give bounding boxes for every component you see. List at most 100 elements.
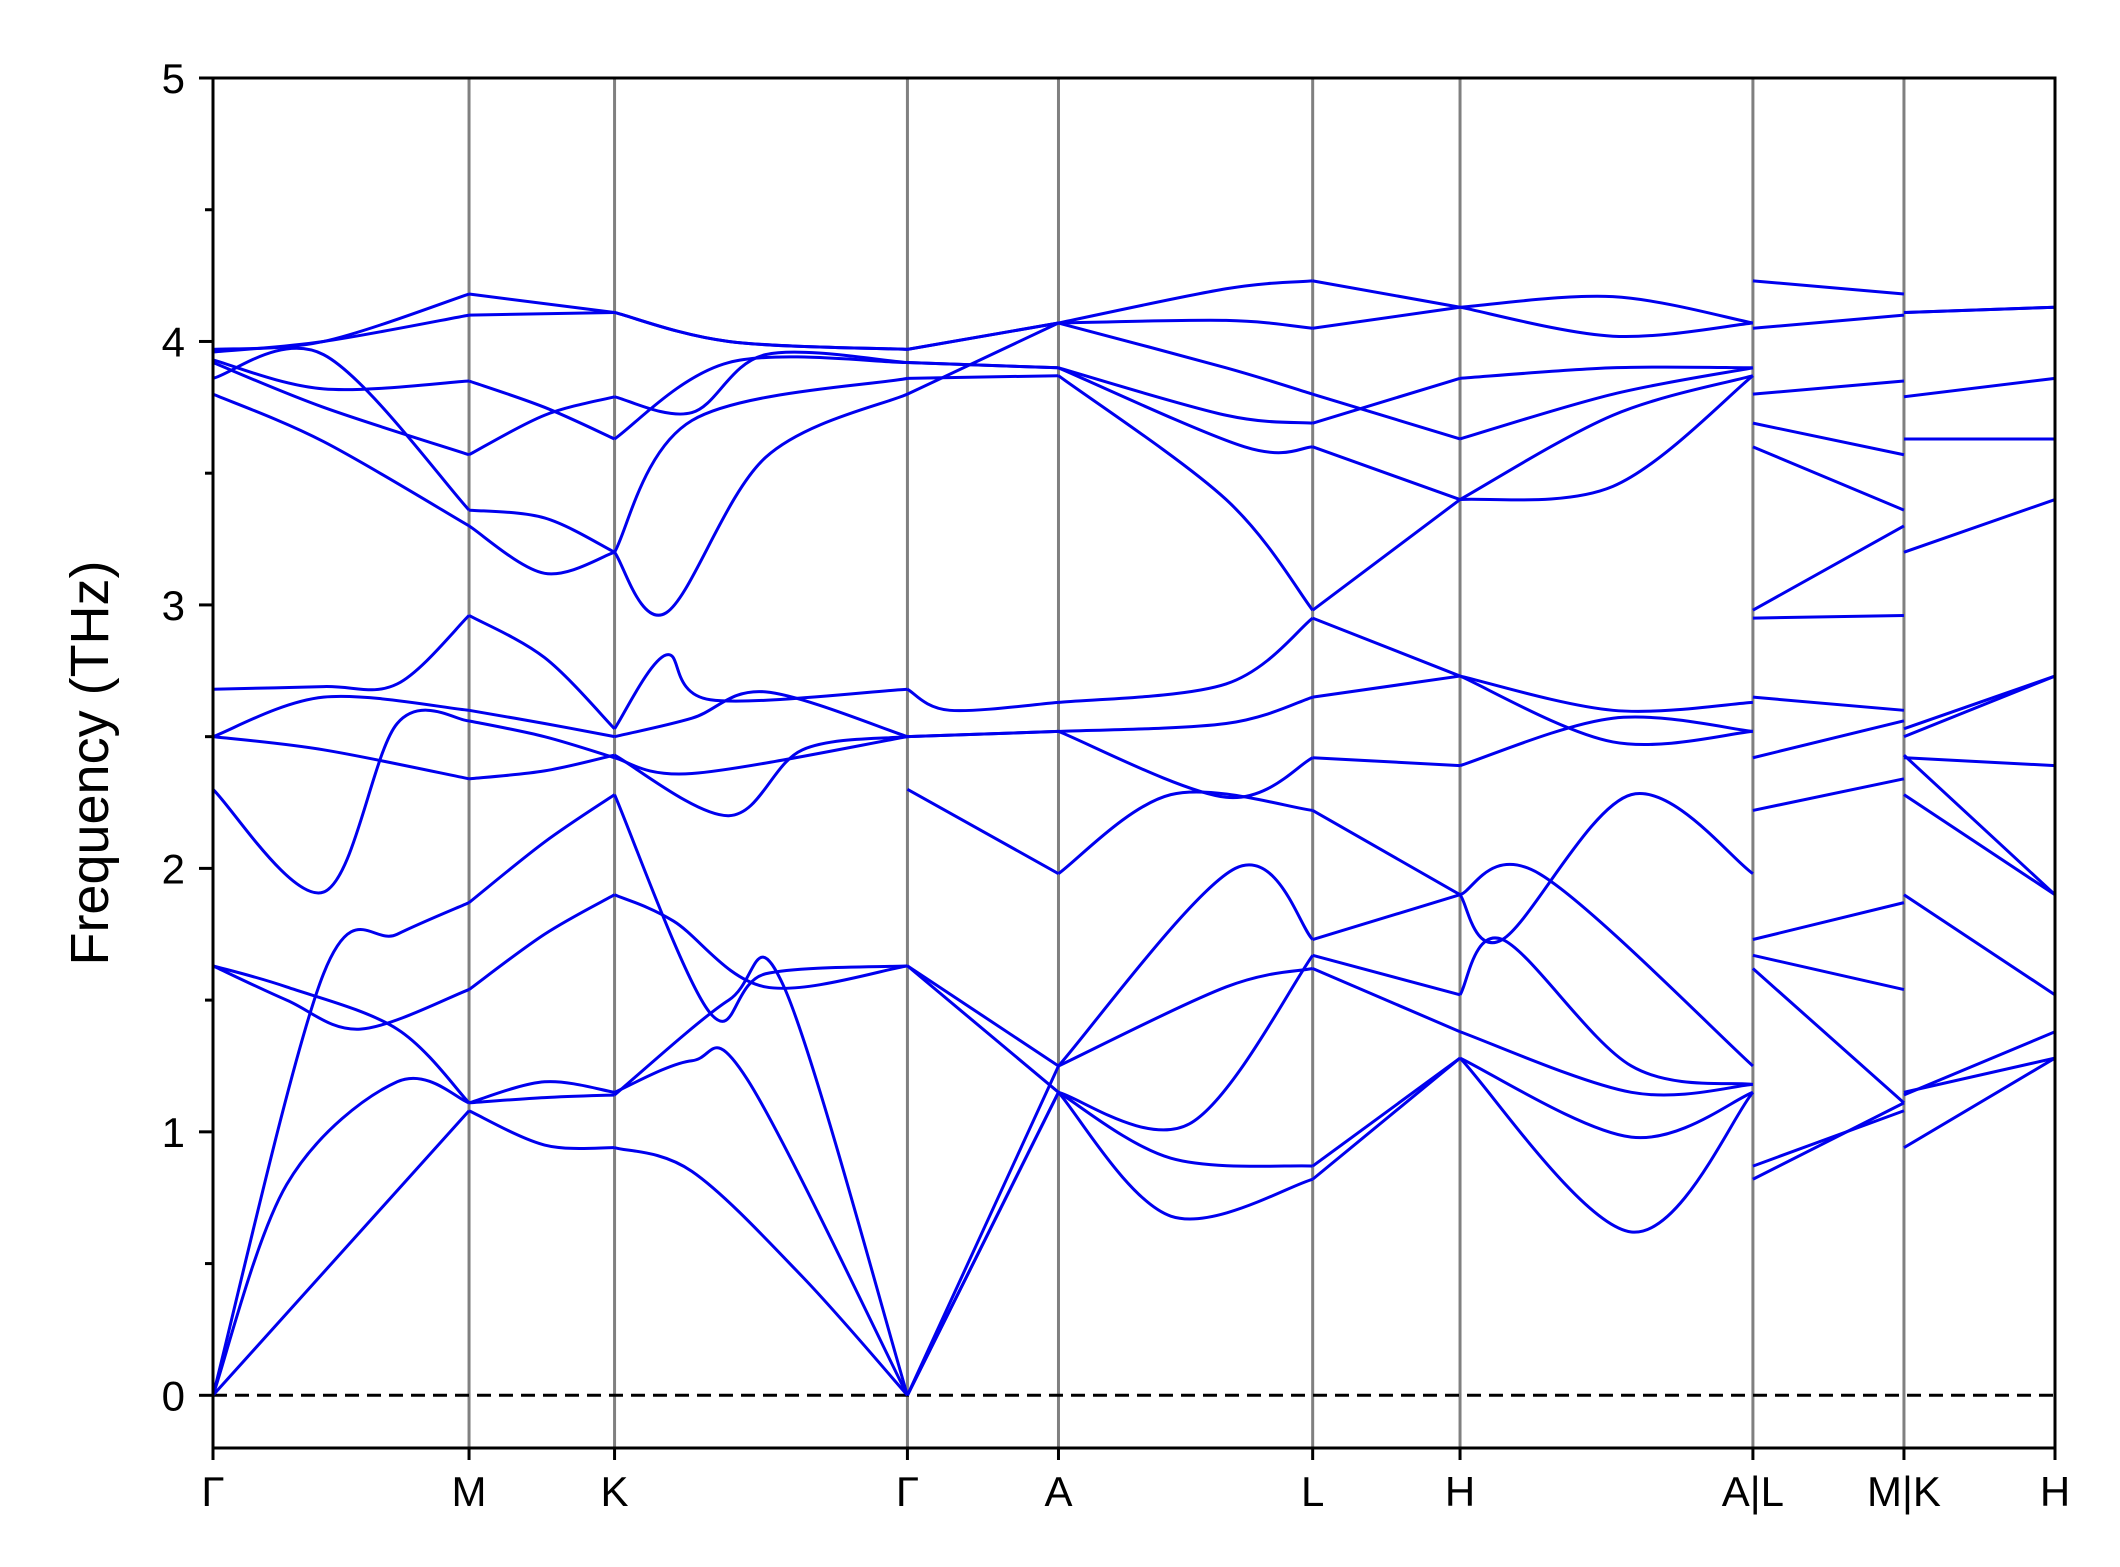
band-line bbox=[1311, 1056, 1461, 1181]
band-line bbox=[1058, 616, 1314, 704]
band-line bbox=[613, 735, 908, 818]
band-line bbox=[1752, 445, 1905, 512]
x-tick-label: A bbox=[1044, 1468, 1072, 1515]
band-line bbox=[1752, 901, 1905, 941]
band-line bbox=[1752, 719, 1905, 760]
band-line bbox=[1752, 953, 1905, 992]
band-line bbox=[468, 893, 616, 991]
band-line bbox=[212, 292, 470, 351]
band-line bbox=[1902, 753, 2057, 896]
band-line bbox=[1459, 365, 1753, 380]
band-line bbox=[1752, 695, 1905, 712]
band-line bbox=[1752, 313, 1905, 330]
band-line bbox=[613, 392, 909, 617]
band-line bbox=[1312, 392, 1461, 441]
band-line bbox=[212, 361, 470, 457]
band-line bbox=[468, 708, 615, 739]
band-line bbox=[1458, 1057, 1755, 1234]
band-line bbox=[1459, 374, 1754, 502]
band-line bbox=[1312, 967, 1461, 1034]
band-line bbox=[1057, 729, 1314, 799]
band-line bbox=[906, 321, 1060, 396]
band-line bbox=[1057, 863, 1314, 1067]
band-line bbox=[1058, 366, 1313, 425]
band-line bbox=[614, 1146, 909, 1397]
band-line bbox=[1057, 790, 1313, 875]
band-line bbox=[1312, 305, 1461, 330]
band-line bbox=[907, 321, 1059, 351]
x-tick-label: L bbox=[1301, 1468, 1324, 1515]
y-tick-label: 3 bbox=[162, 582, 185, 629]
band-line bbox=[1312, 616, 1461, 678]
band-line bbox=[468, 395, 615, 457]
band-line bbox=[613, 955, 909, 1396]
band-line bbox=[468, 379, 616, 441]
band-line bbox=[468, 1093, 615, 1105]
band-line bbox=[1752, 613, 1904, 620]
band-line bbox=[1903, 1056, 2056, 1149]
band-line bbox=[469, 310, 615, 317]
band-line bbox=[906, 964, 1060, 1068]
band-line bbox=[212, 346, 471, 512]
band-line bbox=[906, 1065, 1060, 1396]
y-tick-label: 2 bbox=[162, 845, 185, 892]
x-tick-label: Γ bbox=[201, 1468, 224, 1515]
band-line bbox=[212, 392, 470, 528]
band-line bbox=[1312, 279, 1461, 309]
y-axis-title: Frequency (THz) bbox=[60, 560, 120, 965]
band-line bbox=[1903, 305, 2056, 314]
band-line bbox=[212, 313, 470, 354]
y-tick-label: 5 bbox=[162, 55, 185, 102]
band-line bbox=[907, 729, 1059, 739]
band-line bbox=[468, 292, 615, 314]
x-tick-label: K bbox=[601, 1468, 629, 1515]
high-symmetry-lines bbox=[467, 78, 1906, 1448]
band-line bbox=[1752, 1109, 1905, 1168]
band-line bbox=[1459, 863, 1754, 1068]
band-line bbox=[1058, 695, 1314, 733]
band-line bbox=[906, 788, 1060, 875]
band-line bbox=[1058, 954, 1314, 1132]
band-line bbox=[613, 355, 908, 441]
x-tick-label: M|K bbox=[1867, 1468, 1941, 1515]
x-tick-label: A|L bbox=[1722, 1468, 1784, 1515]
plot-frame bbox=[211, 76, 2057, 1450]
band-line bbox=[1312, 445, 1461, 501]
band-line bbox=[1752, 379, 1905, 396]
x-axis-ticks: Γ M K Γ A L H A|L M|K H bbox=[201, 1448, 2070, 1515]
band-line bbox=[613, 893, 908, 990]
band-line bbox=[1058, 321, 1314, 396]
band-line bbox=[1459, 674, 1753, 713]
band-line bbox=[1311, 498, 1461, 612]
band-line bbox=[906, 964, 1060, 1094]
band-line bbox=[212, 964, 471, 1104]
y-tick-label: 1 bbox=[162, 1109, 185, 1156]
phonon-bands bbox=[211, 279, 2057, 1397]
band-line bbox=[906, 1091, 1060, 1396]
band-line bbox=[1311, 1056, 1461, 1168]
band-line bbox=[468, 614, 616, 730]
y-axis-ticks: 0 1 2 3 4 5 bbox=[162, 55, 213, 1419]
band-line bbox=[613, 653, 908, 730]
band-line bbox=[1903, 376, 2056, 399]
band-line bbox=[212, 735, 470, 781]
band-line bbox=[1312, 674, 1461, 699]
band-line bbox=[1312, 893, 1461, 941]
band-line bbox=[211, 1109, 471, 1397]
band-line bbox=[1058, 318, 1313, 330]
band-line bbox=[1752, 279, 1905, 296]
band-line bbox=[1312, 756, 1461, 768]
band-line bbox=[1057, 1091, 1313, 1168]
band-line bbox=[1752, 524, 1905, 612]
band-line bbox=[1057, 366, 1313, 455]
x-tick-label: M bbox=[452, 1468, 487, 1515]
band-line bbox=[211, 901, 470, 1396]
x-tick-label: H bbox=[1445, 1468, 1475, 1515]
band-line bbox=[1903, 756, 2056, 768]
band-line bbox=[614, 311, 908, 351]
band-line bbox=[1903, 1056, 2056, 1094]
band-line bbox=[1058, 279, 1313, 325]
band-line bbox=[468, 508, 616, 554]
band-line bbox=[613, 376, 908, 553]
x-tick-label: Γ bbox=[896, 1468, 919, 1515]
